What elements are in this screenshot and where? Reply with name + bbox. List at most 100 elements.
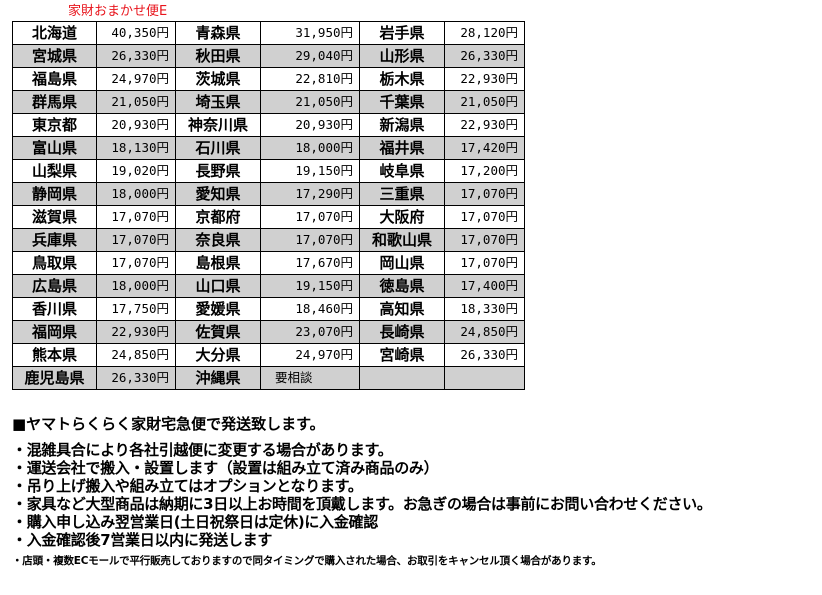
- price-cell: 19,150円: [260, 159, 360, 183]
- price-cell: 19,150円: [260, 274, 360, 298]
- prefecture-cell: 神奈川県: [175, 113, 261, 137]
- price-cell: 24,970円: [96, 67, 176, 91]
- shipping-notes: ■ヤマトらくらく家財宅急便で発送致します。 ・混雑具合により各社引越便に変更する…: [12, 414, 712, 568]
- table-row: 鹿児島県 26,330円 沖縄県 要相談: [12, 366, 525, 390]
- prefecture-cell: 島根県: [175, 251, 261, 275]
- prefecture-cell: 徳島県: [359, 274, 445, 298]
- prefecture-cell: 香川県: [12, 297, 97, 321]
- price-cell: 29,040円: [260, 44, 360, 68]
- table-row: 福島県 24,970円 茨城県 22,810円 栃木県 22,930円: [12, 67, 525, 91]
- prefecture-cell: 東京都: [12, 113, 97, 137]
- prefecture-cell: 岐阜県: [359, 159, 445, 183]
- prefecture-cell: 山梨県: [12, 159, 97, 183]
- price-cell: 26,330円: [96, 44, 176, 68]
- table-row: 香川県 17,750円 愛媛県 18,460円 高知県 18,330円: [12, 297, 525, 321]
- price-cell: 17,070円: [444, 228, 525, 252]
- prefecture-cell: 鳥取県: [12, 251, 97, 275]
- table-row: 広島県 18,000円 山口県 19,150円 徳島県 17,400円: [12, 274, 525, 298]
- note-bullet: ・購入申し込み翌営業日(土日祝祭日は定休)に入金確認: [12, 513, 378, 531]
- prefecture-cell: 福島県: [12, 67, 97, 91]
- prefecture-cell: [359, 366, 445, 390]
- table-row: 滋賀県 17,070円 京都府 17,070円 大阪府 17,070円: [12, 205, 525, 229]
- price-cell: 26,330円: [444, 343, 525, 367]
- price-cell: 18,460円: [260, 297, 360, 321]
- price-cell: 26,330円: [444, 44, 525, 68]
- price-cell: 40,350円: [96, 21, 176, 45]
- price-cell: 20,930円: [96, 113, 176, 137]
- prefecture-cell: 長野県: [175, 159, 261, 183]
- prefecture-cell: 青森県: [175, 21, 261, 45]
- prefecture-cell: 鹿児島県: [12, 366, 97, 390]
- price-cell: 要相談: [260, 366, 360, 390]
- price-cell: 17,400円: [444, 274, 525, 298]
- prefecture-cell: 愛知県: [175, 182, 261, 206]
- prefecture-cell: 栃木県: [359, 67, 445, 91]
- note-small: ・店頭・複数ECモールで平行販売しておりますので同タイミングで購入された場合、お…: [12, 555, 602, 567]
- prefecture-cell: 新潟県: [359, 113, 445, 137]
- price-cell: 22,810円: [260, 67, 360, 91]
- shipping-rate-table: 北海道 40,350円 青森県 31,950円 岩手県 28,120円 宮城県 26,330円…: [12, 21, 525, 390]
- table-row: 熊本県 24,850円 大分県 24,970円 宮崎県 26,330円: [12, 343, 525, 367]
- prefecture-cell: 佐賀県: [175, 320, 261, 344]
- price-cell: 22,930円: [444, 67, 525, 91]
- price-cell: 18,000円: [96, 274, 176, 298]
- prefecture-cell: 茨城県: [175, 67, 261, 91]
- note-bullet: ・家具など大型商品は納期に3日以上お時間を頂戴します。お急ぎの場合は事前にお問い…: [12, 495, 712, 513]
- table-row: 福岡県 22,930円 佐賀県 23,070円 長崎県 24,850円: [12, 320, 525, 344]
- price-cell: [444, 366, 525, 390]
- price-cell: 17,290円: [260, 182, 360, 206]
- prefecture-cell: 長崎県: [359, 320, 445, 344]
- prefecture-cell: 静岡県: [12, 182, 97, 206]
- price-cell: 31,950円: [260, 21, 360, 45]
- prefecture-cell: 福井県: [359, 136, 445, 160]
- table-row: 山梨県 19,020円 長野県 19,150円 岐阜県 17,200円: [12, 159, 525, 183]
- prefecture-cell: 福岡県: [12, 320, 97, 344]
- price-cell: 17,070円: [444, 251, 525, 275]
- prefecture-cell: 岡山県: [359, 251, 445, 275]
- price-cell: 23,070円: [260, 320, 360, 344]
- price-cell: 18,000円: [260, 136, 360, 160]
- prefecture-cell: 埼玉県: [175, 90, 261, 114]
- price-cell: 26,330円: [96, 366, 176, 390]
- notes-heading: ■ヤマトらくらく家財宅急便で発送致します。: [12, 415, 325, 433]
- prefecture-cell: 秋田県: [175, 44, 261, 68]
- prefecture-cell: 山形県: [359, 44, 445, 68]
- price-cell: 24,970円: [260, 343, 360, 367]
- price-cell: 21,050円: [260, 90, 360, 114]
- prefecture-cell: 群馬県: [12, 90, 97, 114]
- price-cell: 17,070円: [96, 228, 176, 252]
- prefecture-cell: 奈良県: [175, 228, 261, 252]
- price-cell: 17,420円: [444, 136, 525, 160]
- table-row: 宮城県 26,330円 秋田県 29,040円 山形県 26,330円: [12, 44, 525, 68]
- price-cell: 21,050円: [96, 90, 176, 114]
- price-cell: 17,670円: [260, 251, 360, 275]
- price-cell: 17,200円: [444, 159, 525, 183]
- prefecture-cell: 京都府: [175, 205, 261, 229]
- prefecture-cell: 富山県: [12, 136, 97, 160]
- prefecture-cell: 和歌山県: [359, 228, 445, 252]
- prefecture-cell: 三重県: [359, 182, 445, 206]
- table-row: 兵庫県 17,070円 奈良県 17,070円 和歌山県 17,070円: [12, 228, 525, 252]
- price-cell: 17,750円: [96, 297, 176, 321]
- prefecture-cell: 大阪府: [359, 205, 445, 229]
- table-row: 北海道 40,350円 青森県 31,950円 岩手県 28,120円: [12, 21, 525, 45]
- prefecture-cell: 大分県: [175, 343, 261, 367]
- prefecture-cell: 宮城県: [12, 44, 97, 68]
- price-cell: 20,930円: [260, 113, 360, 137]
- price-cell: 18,000円: [96, 182, 176, 206]
- prefecture-cell: 滋賀県: [12, 205, 97, 229]
- price-cell: 21,050円: [444, 90, 525, 114]
- table-row: 東京都 20,930円 神奈川県 20,930円 新潟県 22,930円: [12, 113, 525, 137]
- prefecture-cell: 兵庫県: [12, 228, 97, 252]
- price-cell: 17,070円: [260, 228, 360, 252]
- price-cell: 17,070円: [444, 205, 525, 229]
- note-bullet: ・混雑具合により各社引越便に変更する場合があります。: [12, 441, 393, 459]
- note-bullet: ・入金確認後7営業日以内に発送します: [12, 531, 273, 549]
- table-row: 群馬県 21,050円 埼玉県 21,050円 千葉県 21,050円: [12, 90, 525, 114]
- prefecture-cell: 熊本県: [12, 343, 97, 367]
- prefecture-cell: 高知県: [359, 297, 445, 321]
- note-bullet: ・運送会社で搬入・設置します（設置は組み立て済み商品のみ）: [12, 459, 439, 477]
- prefecture-cell: 宮崎県: [359, 343, 445, 367]
- prefecture-cell: 山口県: [175, 274, 261, 298]
- price-cell: 18,130円: [96, 136, 176, 160]
